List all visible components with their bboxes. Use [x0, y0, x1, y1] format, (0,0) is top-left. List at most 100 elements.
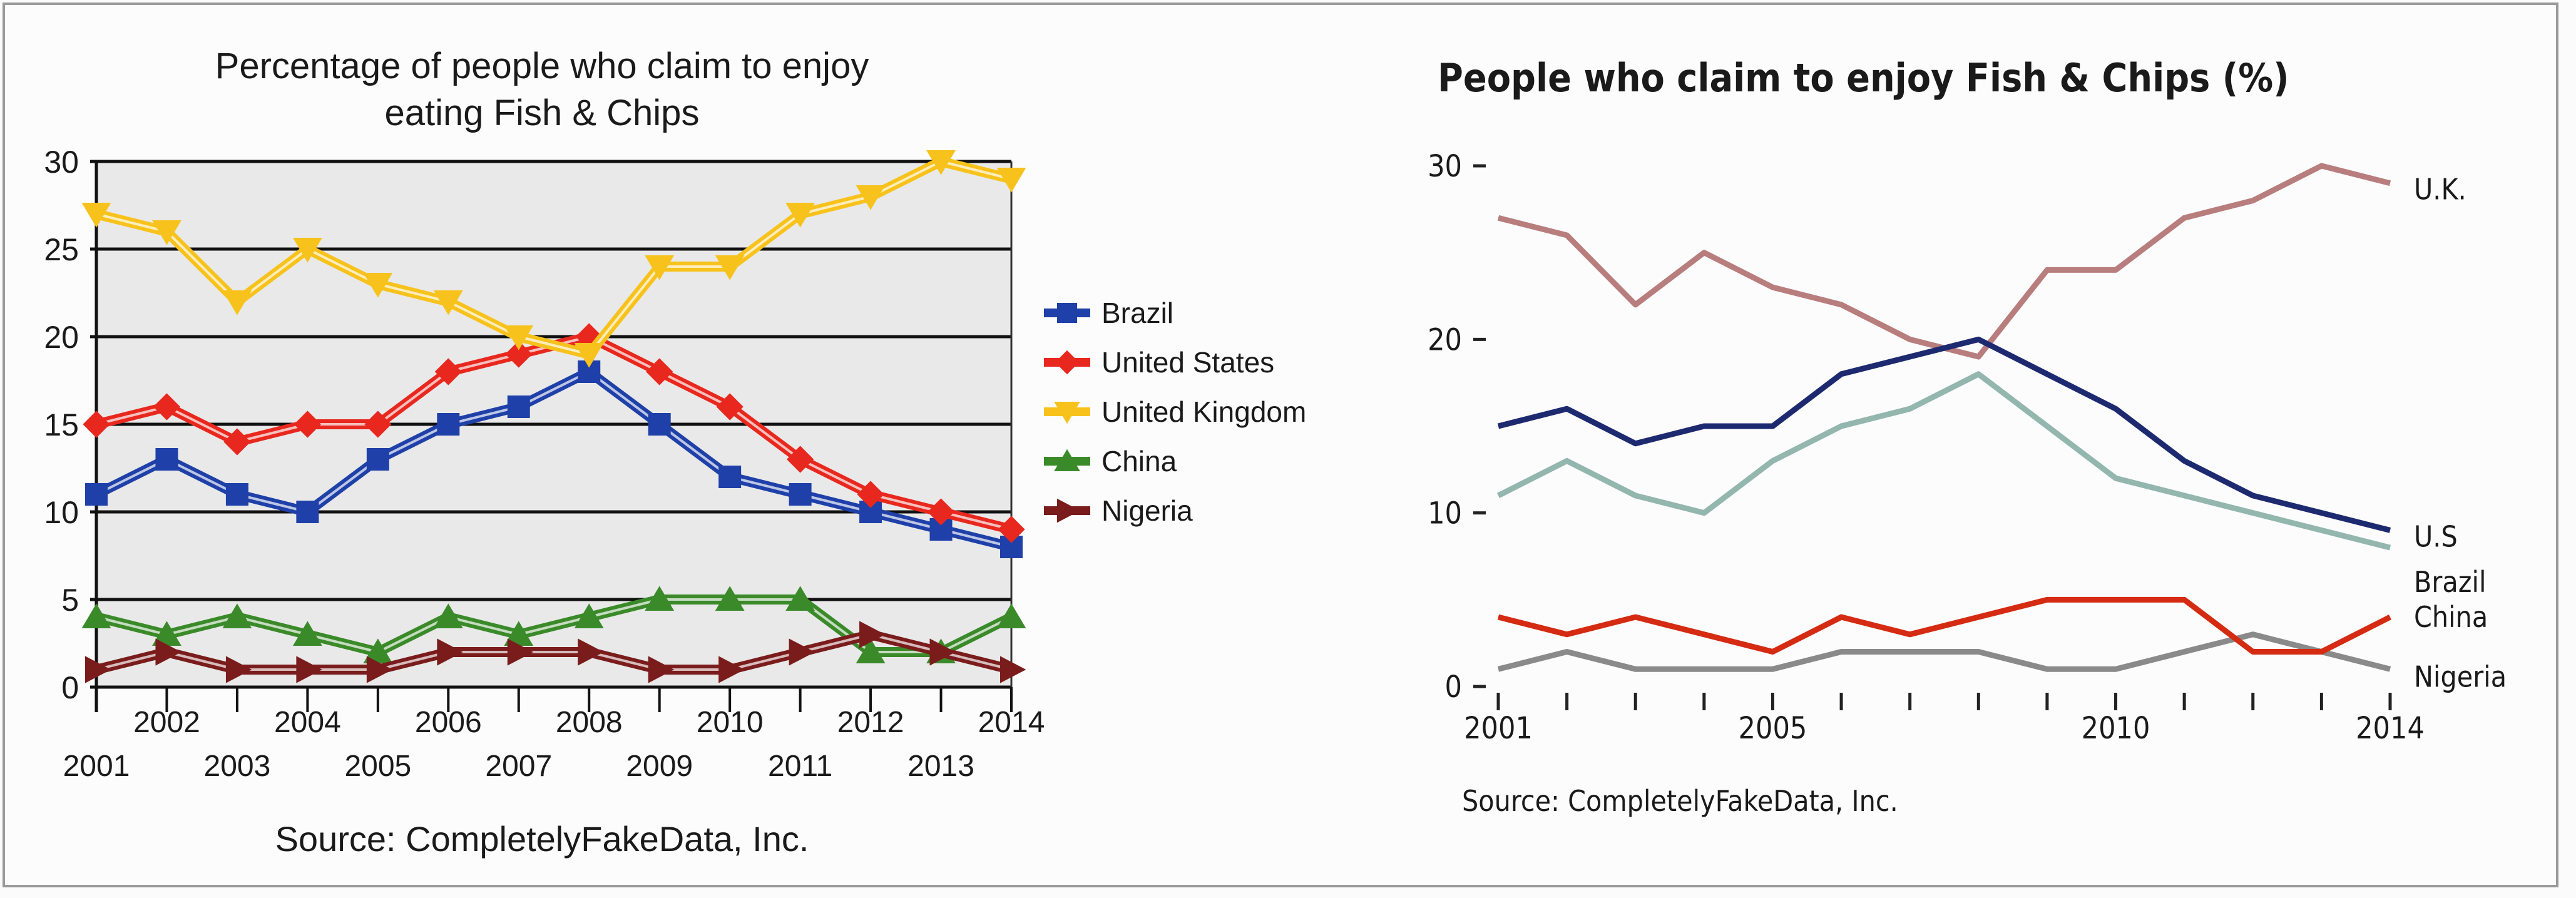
- series-united-kingdom: [81, 150, 1026, 368]
- data-point: [507, 638, 534, 666]
- data-point: [996, 603, 1026, 628]
- x-tick-label: 2014: [978, 706, 1045, 739]
- data-point: [222, 603, 252, 628]
- data-point: [718, 656, 745, 683]
- x-tick-label: 2012: [837, 706, 904, 739]
- series-brazil: Brazil: [1496, 371, 2486, 599]
- data-point: [504, 621, 534, 646]
- series-us: U.S: [1497, 336, 2458, 553]
- data-point: [715, 586, 745, 611]
- data-point: [1000, 536, 1023, 558]
- series-line-highlight: [96, 370, 1012, 548]
- data-point: [225, 483, 248, 506]
- left-source: Source: CompletelyFakeData, Inc.: [275, 819, 809, 859]
- legend-label: China: [1101, 445, 1177, 477]
- x-tick-label: 2006: [415, 706, 482, 739]
- x-tick-label: 2013: [907, 750, 974, 783]
- series-line: [1497, 336, 2391, 533]
- series-china: China: [1497, 596, 2488, 655]
- data-point: [789, 483, 812, 506]
- data-point: [929, 638, 956, 666]
- data-point: [434, 358, 462, 385]
- data-point: [364, 411, 392, 438]
- data-point: [292, 621, 322, 646]
- data-point: [929, 518, 953, 541]
- data-point: [433, 603, 463, 628]
- legend-item: China: [1044, 445, 1177, 477]
- x-tick-label: 2005: [344, 750, 411, 783]
- y-tick-label: 20: [44, 320, 79, 355]
- data-point: [504, 325, 534, 350]
- legend-marker: [1055, 350, 1080, 375]
- legend-marker: [1057, 498, 1080, 523]
- data-point: [578, 360, 601, 383]
- legend-marker: [1057, 303, 1077, 323]
- y-tick-label: 10: [1428, 496, 1462, 531]
- data-point: [292, 238, 322, 263]
- data-point: [926, 150, 956, 175]
- y-tick-label: 15: [44, 407, 79, 442]
- y-tick-label: 30: [44, 145, 79, 180]
- data-point: [363, 273, 393, 298]
- right-chart: People who claim to enjoy Fish & Chips (…: [1428, 55, 2507, 818]
- left-title-line-2: eating Fish & Chips: [385, 93, 700, 133]
- x-tick-label: 2004: [274, 706, 341, 739]
- y-tick-label: 5: [61, 583, 79, 618]
- data-point: [785, 586, 815, 611]
- data-point: [81, 203, 111, 228]
- data-point: [507, 395, 530, 418]
- legend-marker: [1054, 402, 1080, 424]
- data-point: [155, 448, 178, 471]
- series-end-label: Brazil: [2414, 565, 2486, 599]
- legend-label: United States: [1101, 346, 1274, 379]
- x-tick-label: 2011: [768, 750, 832, 783]
- data-point: [857, 481, 884, 508]
- data-point: [859, 501, 882, 523]
- x-tick-label: 2001: [63, 750, 130, 783]
- x-tick-label: 2010: [697, 706, 764, 739]
- data-point: [645, 586, 675, 611]
- legend-label: Brazil: [1101, 297, 1173, 329]
- data-point: [366, 448, 389, 471]
- data-point: [294, 411, 321, 438]
- y-tick-label: 0: [61, 670, 79, 705]
- left-title-line-1: Percentage of people who claim to enjoy: [215, 46, 869, 86]
- data-point: [85, 656, 111, 683]
- y-tick-label: 25: [44, 232, 79, 267]
- data-point: [715, 255, 745, 280]
- data-point: [81, 603, 111, 628]
- series-end-label: Nigeria: [2414, 660, 2507, 693]
- data-point: [718, 466, 742, 488]
- series-end-label: U.K.: [2414, 173, 2466, 207]
- data-point: [437, 413, 460, 436]
- series-line: [1497, 596, 2392, 655]
- series-china: [81, 586, 1026, 663]
- data-point: [996, 168, 1026, 193]
- legend-marker: [1054, 449, 1080, 471]
- data-point: [789, 638, 815, 666]
- y-tick-label: 10: [44, 495, 79, 530]
- y-tick-label: 0: [1445, 670, 1462, 705]
- series-line: [1497, 631, 2391, 672]
- series-brazil: [85, 360, 1023, 558]
- right-title: People who claim to enjoy Fish & Chips (…: [1438, 55, 2289, 101]
- data-point: [785, 203, 815, 228]
- series-end-label: U.S: [2414, 519, 2458, 553]
- legend-item: Nigeria: [1044, 494, 1193, 527]
- data-point: [998, 516, 1025, 543]
- data-point: [505, 340, 533, 368]
- series-nigeria: Nigeria: [1497, 631, 2507, 693]
- y-tick-label: 20: [1428, 322, 1462, 357]
- data-point: [152, 220, 181, 245]
- data-point: [155, 638, 181, 666]
- legend-item: United States: [1044, 346, 1274, 379]
- x-tick-label: 2014: [2356, 711, 2425, 746]
- series-line-highlight: [96, 598, 1012, 653]
- data-point: [363, 638, 393, 663]
- data-point: [787, 446, 814, 473]
- data-point: [859, 621, 886, 648]
- y-tick-label: 30: [1428, 149, 1462, 184]
- data-point: [1000, 656, 1026, 683]
- x-tick-label: 2009: [626, 750, 693, 783]
